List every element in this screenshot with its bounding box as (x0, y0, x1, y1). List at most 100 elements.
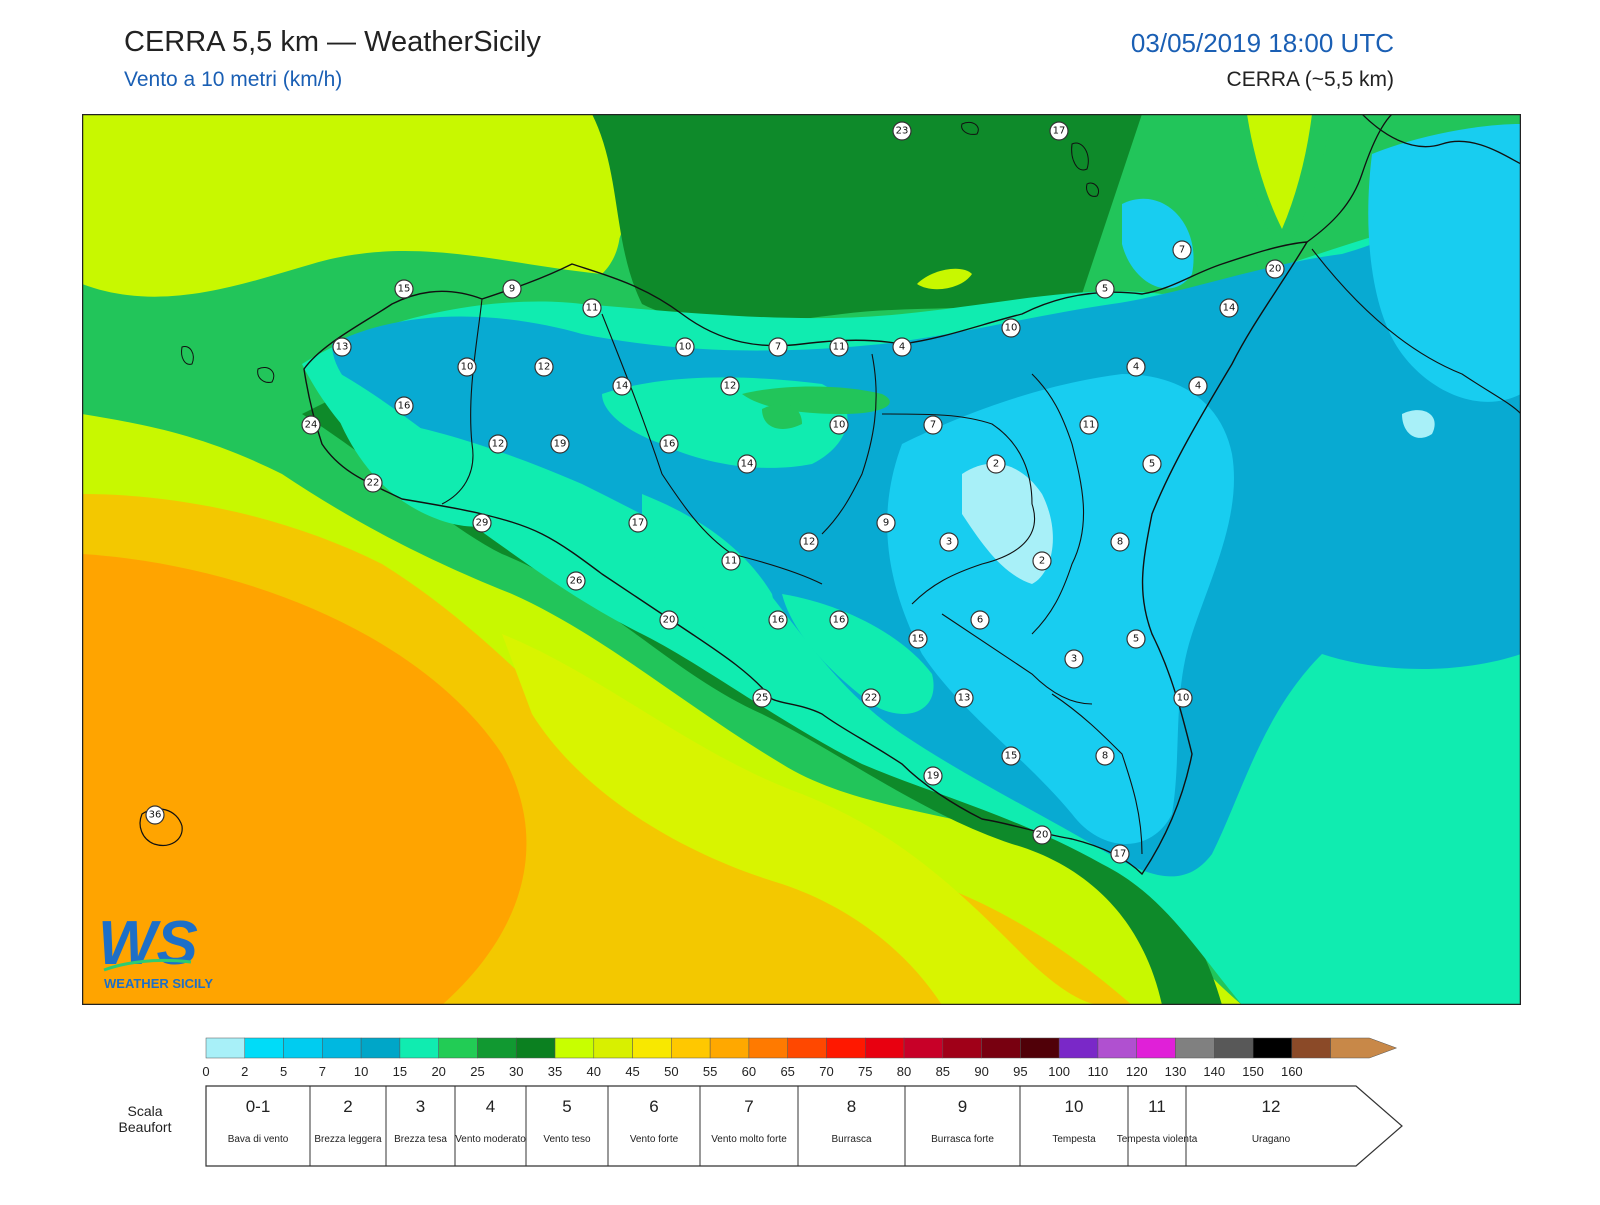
egadi-island (181, 345, 194, 365)
colorbar-swatch (787, 1037, 827, 1059)
station-marker: 4 (1126, 357, 1146, 377)
colorbar-tick-label: 110 (1088, 1064, 1109, 1079)
beaufort-number: 0-1 (246, 1097, 271, 1116)
colorbar-swatch (205, 1037, 246, 1059)
colorbar-swatch (244, 1037, 284, 1059)
wind-zone-orange (82, 554, 527, 1005)
station-marker-circle (472, 513, 492, 533)
station-marker-circle (550, 434, 570, 454)
beaufort-description: Vento forte (630, 1134, 679, 1145)
colorbar-tick-label: 7 (319, 1064, 326, 1079)
colorbar-tick-label: 55 (703, 1064, 717, 1079)
station-marker-circle (768, 610, 788, 630)
beaufort-description: Uragano (1252, 1134, 1291, 1145)
station-marker-circle (939, 532, 959, 552)
calabria-boundary (1311, 248, 1521, 415)
station-marker: 2 (986, 454, 1006, 474)
colorbar-tick-label: 80 (897, 1064, 911, 1079)
sicily-coastline (303, 241, 1309, 876)
station-marker: 14 (612, 376, 632, 396)
station-marker: 19 (550, 434, 570, 454)
wind-zone-ne-lime (1247, 114, 1312, 229)
station-marker: 7 (923, 415, 943, 435)
station-marker: 36 (145, 805, 165, 825)
station-marker-circle (1219, 298, 1239, 318)
beaufort-number: 3 (416, 1097, 425, 1116)
station-wind-value: 25 (756, 693, 769, 704)
svg-text:WEATHER SICILY: WEATHER SICILY (104, 976, 213, 991)
wind-zone-northeast-cyan (1368, 124, 1521, 402)
colorbar-swatch (865, 1037, 905, 1059)
station-marker-circle (488, 434, 508, 454)
station-marker: 17 (1110, 844, 1130, 864)
station-marker-circle (829, 337, 849, 357)
map-title: CERRA 5,5 km — WeatherSicily (124, 26, 541, 58)
station-marker-circle (923, 766, 943, 786)
beaufort-number: 8 (847, 1097, 856, 1116)
beaufort-scale: 0-1 Bava di vento 2 Brezza leggera 3 Brezza t… (205, 1085, 1403, 1167)
station-marker: 4 (892, 337, 912, 357)
station-marker-circle (829, 610, 849, 630)
station-marker-circle (1001, 746, 1021, 766)
station-wind-value: 20 (663, 615, 676, 626)
station-marker: 5 (1126, 629, 1146, 649)
station-marker: 8 (1110, 532, 1130, 552)
colorbar-tick-label: 75 (858, 1064, 872, 1079)
wind-zone-north-dark (592, 114, 1142, 324)
station-marker-circle (582, 298, 602, 318)
colorbar-swatch (399, 1037, 439, 1059)
station-marker-circle (720, 376, 740, 396)
beaufort-description: Bava di vento (228, 1134, 289, 1145)
station-marker-circle (1032, 825, 1052, 845)
station-marker-circle (332, 337, 352, 357)
colorbar-swatch (322, 1037, 362, 1059)
colorbar-tick-label: 90 (974, 1064, 988, 1079)
station-marker: 23 (892, 121, 912, 141)
colorbar-swatch (593, 1037, 633, 1059)
station-marker: 16 (768, 610, 788, 630)
station-wind-value: 4 (1195, 381, 1201, 392)
colorbar-swatch (1097, 1037, 1137, 1059)
colorbar-tick-label: 30 (509, 1064, 523, 1079)
beaufort-description: Vento moderato (455, 1134, 526, 1145)
station-marker: 13 (954, 688, 974, 708)
station-wind-value: 20 (1269, 264, 1282, 275)
station-wind-value: 9 (883, 518, 889, 529)
beaufort-number: 7 (744, 1097, 753, 1116)
station-marker-circle (829, 415, 849, 435)
station-marker-circle (145, 805, 165, 825)
wind-zone-aqua-patch-3 (642, 494, 775, 660)
model-label: CERRA (~5,5 km) (1226, 68, 1394, 91)
station-marker-circle (457, 357, 477, 377)
station-marker: 10 (675, 337, 695, 357)
station-marker: 16 (659, 434, 679, 454)
station-wind-value: 7 (775, 342, 781, 353)
station-marker-circle (1172, 240, 1192, 260)
station-wind-value: 13 (336, 342, 349, 353)
station-wind-value: 10 (1177, 693, 1190, 704)
station-marker-circle (1188, 376, 1208, 396)
colorbar-swatch (942, 1037, 982, 1059)
station-marker: 10 (829, 415, 849, 435)
station-wind-value: 6 (977, 615, 983, 626)
station-wind-value: 5 (1102, 284, 1108, 295)
station-marker-circle (892, 121, 912, 141)
station-marker-circle (675, 337, 695, 357)
province-boundary (441, 298, 483, 505)
station-marker: 20 (1265, 259, 1285, 279)
province-boundary-4 (881, 413, 1036, 605)
beaufort-scale-label: Scala (127, 1103, 162, 1119)
station-marker: 3 (939, 532, 959, 552)
beaufort-description: Brezza tesa (394, 1134, 447, 1145)
station-wind-value: 9 (509, 284, 515, 295)
station-wind-value: 12 (492, 439, 505, 450)
station-marker: 14 (737, 454, 757, 474)
station-wind-value: 13 (958, 693, 971, 704)
station-marker-circle (534, 357, 554, 377)
station-wind-value: 5 (1133, 634, 1139, 645)
wind-zone-aqua-patch (322, 364, 495, 527)
beaufort-number: 2 (343, 1097, 352, 1116)
beaufort-number: 4 (486, 1097, 495, 1116)
station-marker: 9 (502, 279, 522, 299)
station-marker: 6 (970, 610, 990, 630)
